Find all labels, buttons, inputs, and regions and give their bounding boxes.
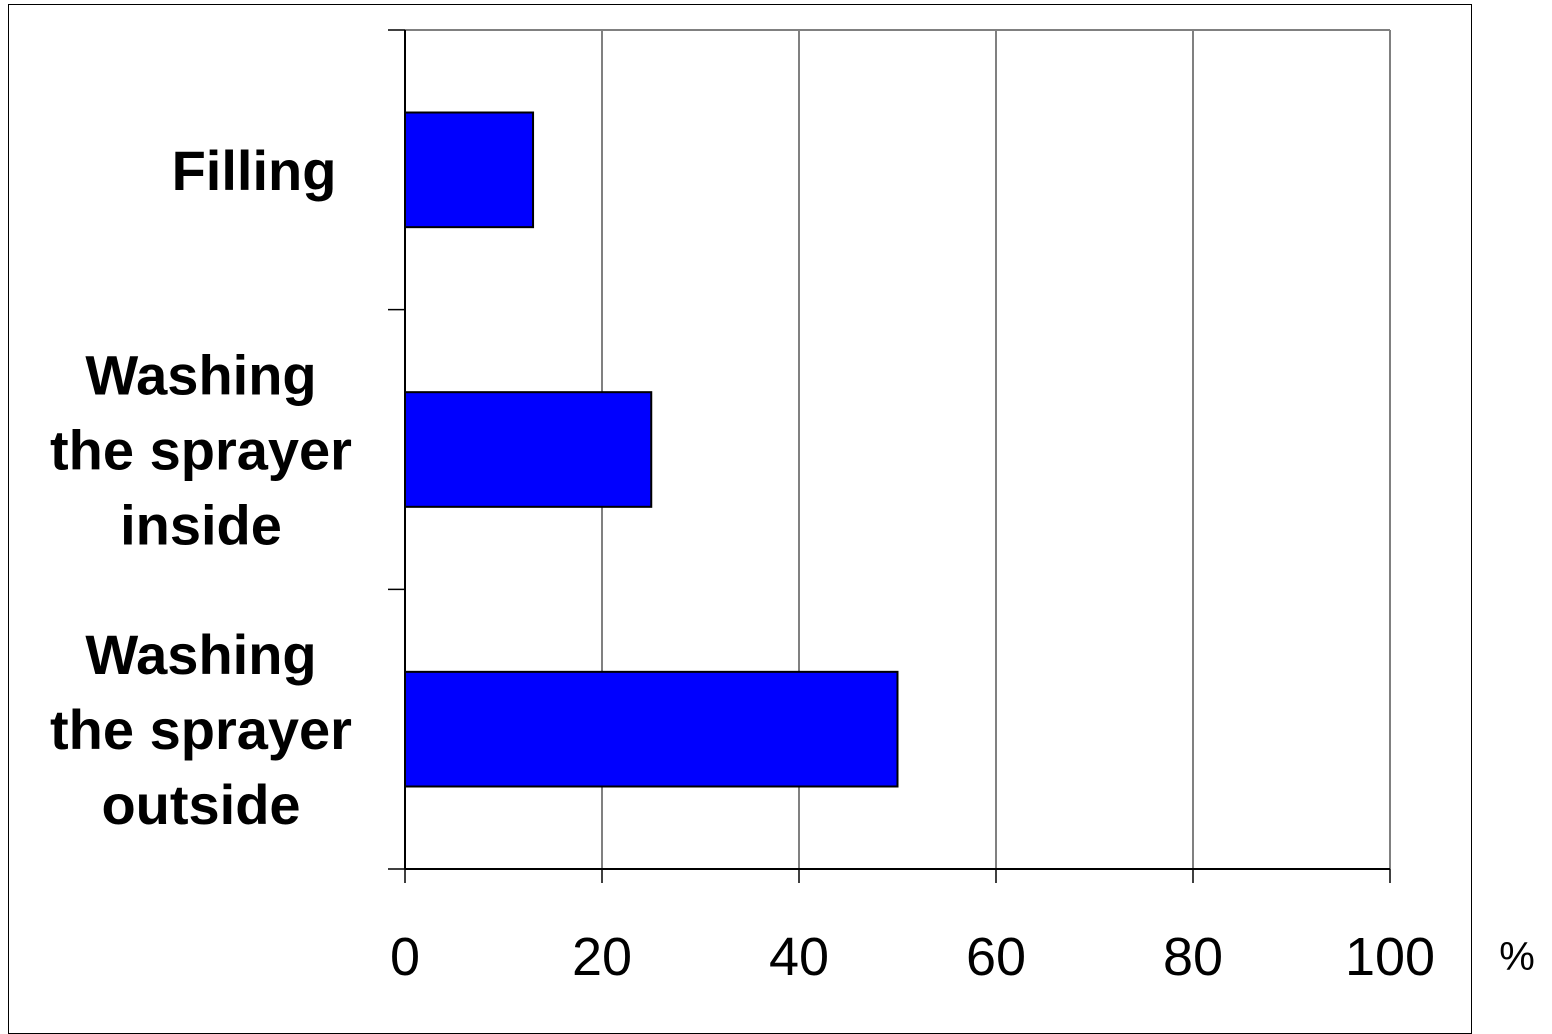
x-unit-label: % bbox=[1499, 935, 1535, 979]
x-tick-label: 0 bbox=[390, 927, 420, 987]
bar bbox=[404, 111, 535, 229]
bars bbox=[404, 111, 899, 788]
category-label-line: Washing bbox=[85, 623, 316, 686]
x-tick-label: 60 bbox=[966, 927, 1026, 987]
x-tick-label: 40 bbox=[769, 927, 829, 987]
category-label-line: outside bbox=[101, 773, 300, 836]
chart-frame bbox=[8, 4, 1472, 1034]
category-label-line: the sprayer bbox=[50, 419, 352, 482]
x-tick-label: 100 bbox=[1345, 927, 1435, 987]
category-label-line: Filling bbox=[172, 139, 337, 202]
labels: 0 20 40 60 80 100 % Filling Washing the sprayer in… bbox=[50, 139, 1535, 987]
category-label-line: Washing bbox=[85, 344, 316, 407]
category-label: Filling bbox=[172, 139, 337, 202]
x-tick-label: 20 bbox=[572, 927, 632, 987]
bar bbox=[404, 670, 899, 788]
category-label: Washing the sprayer inside bbox=[50, 344, 352, 557]
x-tick-label: 80 bbox=[1163, 927, 1223, 987]
category-label: Washing the sprayer outside bbox=[50, 623, 352, 836]
bar bbox=[404, 391, 653, 508]
category-label-line: the sprayer bbox=[50, 698, 352, 761]
category-label-line: inside bbox=[120, 494, 282, 557]
